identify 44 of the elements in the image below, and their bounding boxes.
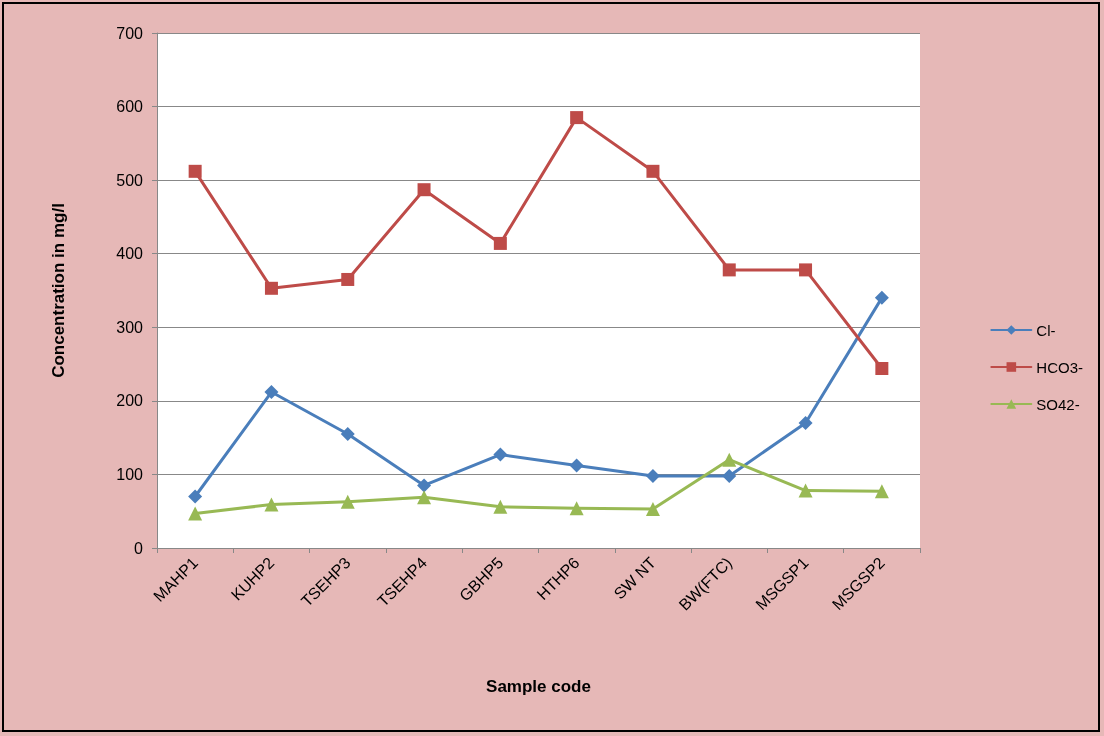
- point: [493, 447, 508, 462]
- point: [798, 483, 813, 498]
- point: [722, 452, 737, 467]
- point: [645, 502, 660, 517]
- point: [875, 361, 889, 375]
- y-tick-label: 100: [116, 465, 144, 483]
- point: [799, 263, 813, 277]
- legend-label: HCO3-: [1036, 358, 1083, 376]
- legend-label: Cl-: [1036, 321, 1056, 339]
- point: [340, 494, 355, 509]
- point: [340, 426, 355, 441]
- point: [493, 499, 508, 514]
- point: [493, 236, 507, 250]
- point: [341, 272, 355, 286]
- y-tick-label: 300: [116, 318, 144, 336]
- point: [569, 458, 584, 473]
- point: [417, 183, 431, 197]
- point: [798, 415, 813, 430]
- point: [188, 489, 203, 504]
- point: [874, 290, 889, 305]
- point: [874, 484, 889, 499]
- point: [417, 490, 432, 505]
- y-tick-label: 500: [116, 171, 144, 189]
- y-tick-label: 600: [116, 98, 144, 116]
- y-tick-label: 700: [116, 24, 144, 42]
- legend-label: SO42-: [1036, 395, 1080, 413]
- point: [646, 164, 660, 178]
- point: [722, 263, 736, 277]
- point: [188, 506, 203, 521]
- y-tick-label: 400: [116, 245, 144, 263]
- y-axis-title: Concentration in mg/l: [49, 203, 68, 378]
- point: [722, 468, 737, 483]
- point: [570, 111, 584, 125]
- y-tick-label: 0: [134, 539, 144, 557]
- point: [264, 385, 279, 400]
- point: [264, 281, 278, 295]
- point: [188, 164, 202, 178]
- point: [417, 478, 432, 493]
- x-tick-label: SW NT: [610, 553, 660, 603]
- point: [569, 501, 584, 516]
- y-tick-label: 200: [116, 392, 144, 410]
- point: [264, 497, 279, 512]
- point: [645, 468, 660, 483]
- x-axis-title: Sample code: [486, 677, 591, 696]
